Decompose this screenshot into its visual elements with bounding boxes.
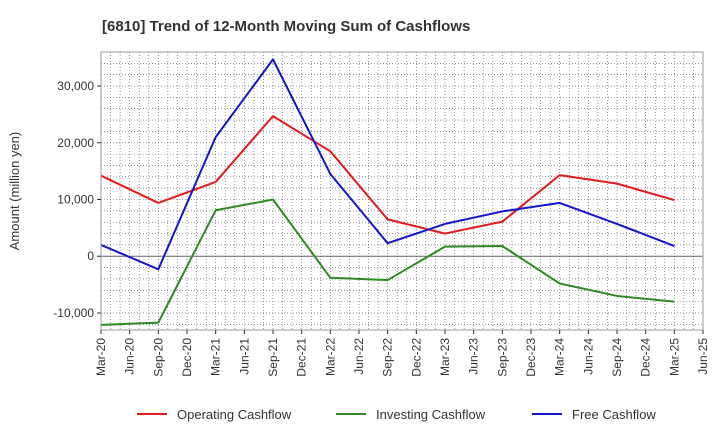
x-tick-label: Mar-22	[323, 338, 337, 376]
x-tick-label: Mar-20	[94, 338, 108, 376]
x-tick-label: Jun-22	[352, 338, 366, 375]
y-tick-label: -10,000	[53, 306, 94, 320]
operating-cashflow-line	[100, 115, 675, 235]
x-tick-label: Jun-24	[581, 338, 595, 375]
x-tick-label: Dec-22	[409, 338, 423, 377]
x-tick-label: Dec-23	[524, 338, 538, 377]
x-tick-label: Jun-23	[467, 338, 481, 375]
x-axis-ticks: Mar-20 Jun-20 Sep-20 Dec-20 Mar-21 Jun-21 Sep-…	[94, 330, 710, 377]
legend-label-operating-cashflow: Operating Cashflow	[177, 407, 292, 422]
legend-label-free-cashflow: Free Cashflow	[572, 407, 656, 422]
x-tick-label: Mar-25	[667, 338, 681, 376]
free-cashflow-line	[100, 58, 675, 271]
x-tick-label: Sep-20	[151, 338, 165, 377]
x-tick-label: Jun-20	[123, 338, 137, 375]
investing-cashflow-line	[100, 198, 675, 326]
x-tick-label: Sep-24	[610, 338, 624, 377]
chart-title: [6810] Trend of 12-Month Moving Sum of C…	[102, 18, 470, 35]
y-tick-label: 30,000	[57, 79, 94, 93]
x-tick-label: Sep-21	[266, 338, 280, 377]
y-tick-label: 0	[87, 249, 94, 263]
x-tick-label: Jun-25	[696, 338, 710, 375]
series-lines	[100, 58, 675, 326]
x-tick-label: Mar-23	[438, 338, 452, 376]
legend-label-investing-cashflow: Investing Cashflow	[376, 407, 486, 422]
x-tick-label: Mar-21	[209, 338, 223, 376]
x-tick-label: Dec-20	[180, 338, 194, 377]
x-tick-label: Sep-23	[495, 338, 509, 377]
x-tick-label: Dec-24	[639, 338, 653, 377]
legend: Operating Cashflow Investing Cashflow Free…	[137, 407, 656, 422]
x-tick-label: Mar-24	[553, 338, 567, 376]
x-tick-label: Dec-21	[295, 338, 309, 377]
plot-area-frame	[100, 51, 704, 331]
y-tick-label: 10,000	[57, 193, 94, 207]
x-tick-label: Jun-21	[237, 338, 251, 375]
y-tick-label: 20,000	[57, 136, 94, 150]
x-tick-label: Sep-22	[381, 338, 395, 377]
y-axis-ticks: -10,000 0 10,000 20,000 30,000	[53, 79, 101, 320]
y-axis-label: Amount (million yen)	[7, 132, 22, 251]
